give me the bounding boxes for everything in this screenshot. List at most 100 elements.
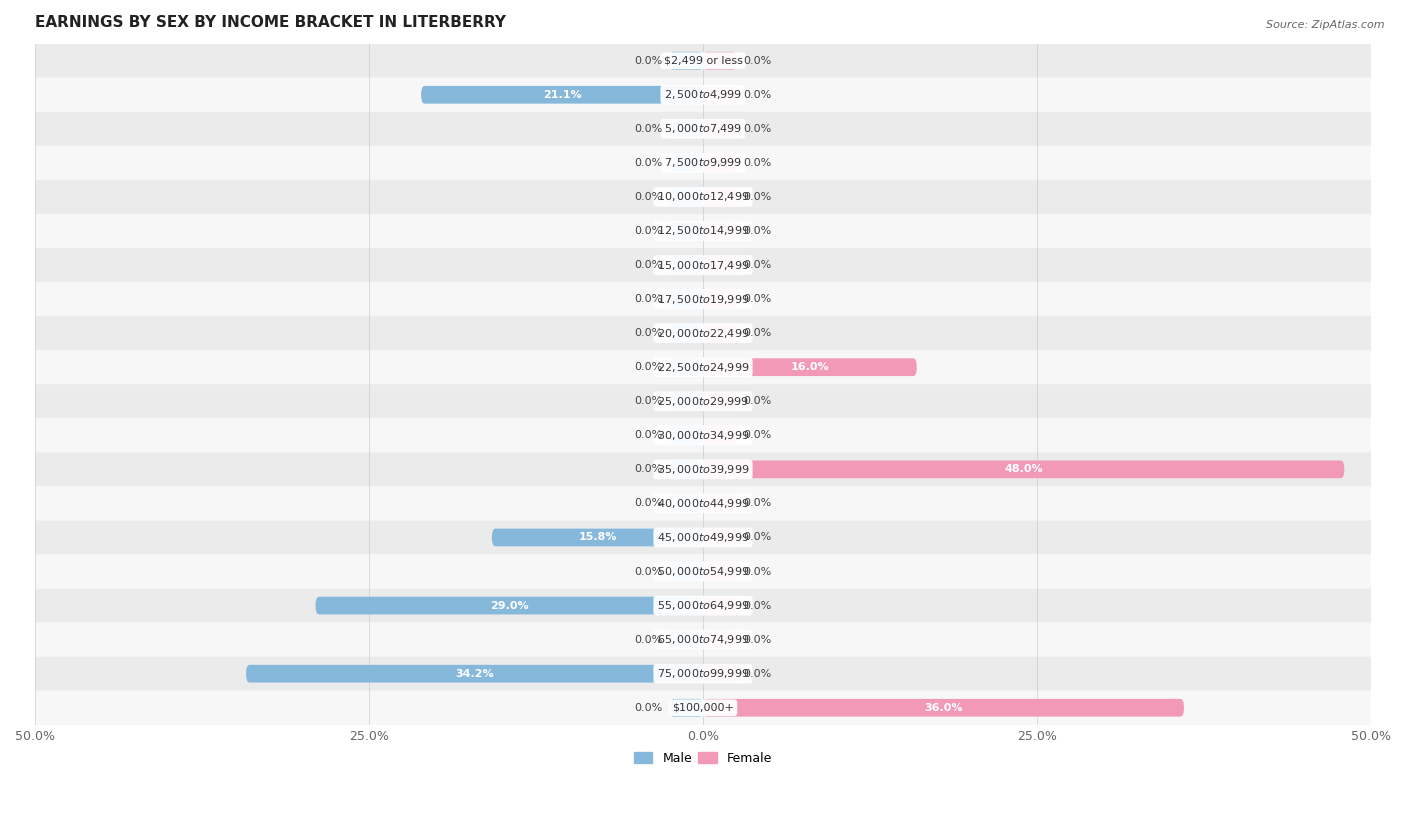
Text: 29.0%: 29.0%	[489, 601, 529, 611]
FancyBboxPatch shape	[669, 256, 703, 274]
Text: $7,500 to $9,999: $7,500 to $9,999	[664, 156, 742, 169]
FancyBboxPatch shape	[703, 460, 1344, 478]
FancyBboxPatch shape	[669, 393, 703, 410]
FancyBboxPatch shape	[703, 188, 737, 206]
Text: 21.1%: 21.1%	[543, 89, 581, 100]
FancyBboxPatch shape	[703, 256, 737, 274]
Text: $22,500 to $24,999: $22,500 to $24,999	[657, 361, 749, 374]
Text: 0.0%: 0.0%	[744, 396, 772, 406]
FancyBboxPatch shape	[703, 154, 737, 172]
FancyBboxPatch shape	[669, 427, 703, 444]
FancyBboxPatch shape	[35, 385, 1371, 418]
FancyBboxPatch shape	[703, 665, 737, 683]
FancyBboxPatch shape	[35, 691, 1371, 724]
Text: 0.0%: 0.0%	[634, 226, 662, 236]
FancyBboxPatch shape	[35, 111, 1371, 146]
Text: 0.0%: 0.0%	[744, 294, 772, 304]
Text: 0.0%: 0.0%	[634, 328, 662, 338]
FancyBboxPatch shape	[35, 350, 1371, 385]
FancyBboxPatch shape	[35, 214, 1371, 248]
Text: $50,000 to $54,999: $50,000 to $54,999	[657, 565, 749, 578]
Text: $35,000 to $39,999: $35,000 to $39,999	[657, 463, 749, 476]
Text: 0.0%: 0.0%	[744, 56, 772, 66]
FancyBboxPatch shape	[492, 528, 703, 546]
Text: $12,500 to $14,999: $12,500 to $14,999	[657, 224, 749, 237]
FancyBboxPatch shape	[35, 657, 1371, 691]
FancyBboxPatch shape	[35, 248, 1371, 282]
Text: 0.0%: 0.0%	[744, 226, 772, 236]
FancyBboxPatch shape	[703, 393, 737, 410]
Text: $40,000 to $44,999: $40,000 to $44,999	[657, 497, 749, 510]
Text: $55,000 to $64,999: $55,000 to $64,999	[657, 599, 749, 612]
FancyBboxPatch shape	[669, 222, 703, 240]
FancyBboxPatch shape	[35, 554, 1371, 589]
FancyBboxPatch shape	[669, 52, 703, 70]
FancyBboxPatch shape	[703, 597, 737, 615]
Text: 0.0%: 0.0%	[634, 158, 662, 167]
FancyBboxPatch shape	[703, 494, 737, 512]
Text: 36.0%: 36.0%	[924, 702, 963, 713]
FancyBboxPatch shape	[35, 146, 1371, 180]
FancyBboxPatch shape	[703, 359, 917, 376]
Text: $17,500 to $19,999: $17,500 to $19,999	[657, 293, 749, 306]
Text: 0.0%: 0.0%	[744, 430, 772, 441]
Text: $5,000 to $7,499: $5,000 to $7,499	[664, 122, 742, 135]
FancyBboxPatch shape	[703, 563, 737, 580]
Text: 0.0%: 0.0%	[634, 124, 662, 134]
FancyBboxPatch shape	[669, 154, 703, 172]
Text: 0.0%: 0.0%	[634, 192, 662, 202]
FancyBboxPatch shape	[315, 597, 703, 615]
Text: 0.0%: 0.0%	[634, 363, 662, 372]
FancyBboxPatch shape	[703, 290, 737, 308]
FancyBboxPatch shape	[703, 324, 737, 342]
Text: 0.0%: 0.0%	[634, 260, 662, 270]
Text: Source: ZipAtlas.com: Source: ZipAtlas.com	[1267, 20, 1385, 30]
FancyBboxPatch shape	[35, 316, 1371, 350]
Text: 0.0%: 0.0%	[744, 158, 772, 167]
Text: 0.0%: 0.0%	[744, 635, 772, 645]
FancyBboxPatch shape	[35, 520, 1371, 554]
FancyBboxPatch shape	[703, 120, 737, 137]
Legend: Male, Female: Male, Female	[628, 746, 778, 770]
Text: 0.0%: 0.0%	[744, 89, 772, 100]
Text: 0.0%: 0.0%	[744, 498, 772, 508]
FancyBboxPatch shape	[422, 86, 703, 103]
Text: 0.0%: 0.0%	[744, 124, 772, 134]
Text: 0.0%: 0.0%	[634, 430, 662, 441]
Text: 0.0%: 0.0%	[634, 396, 662, 406]
Text: $20,000 to $22,499: $20,000 to $22,499	[657, 327, 749, 340]
FancyBboxPatch shape	[669, 188, 703, 206]
FancyBboxPatch shape	[669, 631, 703, 649]
Text: 48.0%: 48.0%	[1004, 464, 1043, 474]
Text: 0.0%: 0.0%	[744, 328, 772, 338]
FancyBboxPatch shape	[703, 86, 737, 103]
Text: 15.8%: 15.8%	[578, 533, 617, 542]
Text: 0.0%: 0.0%	[634, 702, 662, 713]
Text: 0.0%: 0.0%	[634, 567, 662, 576]
Text: $75,000 to $99,999: $75,000 to $99,999	[657, 667, 749, 680]
FancyBboxPatch shape	[35, 623, 1371, 657]
FancyBboxPatch shape	[35, 452, 1371, 486]
FancyBboxPatch shape	[703, 52, 737, 70]
FancyBboxPatch shape	[246, 665, 703, 683]
FancyBboxPatch shape	[35, 282, 1371, 316]
Text: $15,000 to $17,499: $15,000 to $17,499	[657, 259, 749, 272]
FancyBboxPatch shape	[35, 418, 1371, 452]
FancyBboxPatch shape	[669, 120, 703, 137]
Text: 0.0%: 0.0%	[634, 56, 662, 66]
FancyBboxPatch shape	[35, 44, 1371, 78]
Text: 0.0%: 0.0%	[744, 669, 772, 679]
Text: $100,000+: $100,000+	[672, 702, 734, 713]
Text: 0.0%: 0.0%	[634, 294, 662, 304]
FancyBboxPatch shape	[669, 460, 703, 478]
FancyBboxPatch shape	[669, 699, 703, 716]
FancyBboxPatch shape	[703, 427, 737, 444]
FancyBboxPatch shape	[669, 324, 703, 342]
Text: 0.0%: 0.0%	[744, 533, 772, 542]
FancyBboxPatch shape	[35, 486, 1371, 520]
Text: $65,000 to $74,999: $65,000 to $74,999	[657, 633, 749, 646]
Text: 0.0%: 0.0%	[634, 635, 662, 645]
Text: 34.2%: 34.2%	[456, 669, 494, 679]
FancyBboxPatch shape	[669, 359, 703, 376]
FancyBboxPatch shape	[669, 563, 703, 580]
